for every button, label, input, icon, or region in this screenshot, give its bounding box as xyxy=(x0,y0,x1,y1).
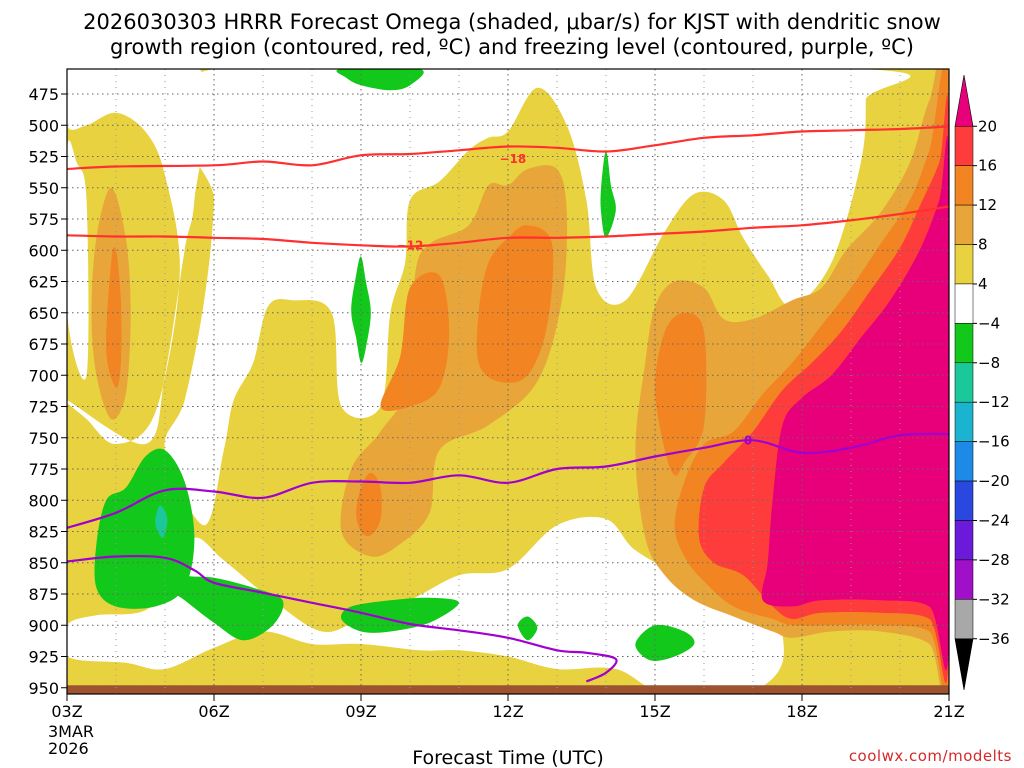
colorbar-label-12: −32 xyxy=(978,590,1010,608)
omega-shading xyxy=(67,69,949,694)
y-tick-label-875: 875 xyxy=(28,585,59,604)
colorbar-box-13 xyxy=(954,599,974,639)
y-tick-label-900: 900 xyxy=(28,616,59,635)
colorbar-box-1 xyxy=(954,126,974,166)
omega-region--4-19 xyxy=(162,562,284,641)
y-tick-label-775: 775 xyxy=(28,460,59,479)
omega-region-12-10 xyxy=(476,225,554,383)
y-tick-label-475: 475 xyxy=(28,85,59,104)
colorbar-box-8 xyxy=(954,401,974,442)
y-tick-label-700: 700 xyxy=(28,366,59,385)
y-tick-label-725: 725 xyxy=(28,398,59,417)
colorbar-label-9: −20 xyxy=(978,472,1010,490)
omega-region-12-8 xyxy=(106,247,122,389)
omega-region--4-1 xyxy=(67,140,89,380)
x-tick-label-18Z: 18Z xyxy=(786,702,817,721)
omega-region--4-3 xyxy=(164,69,911,526)
colorbar-label-2: 12 xyxy=(978,196,997,214)
colorbar-box-7 xyxy=(954,362,974,403)
pressure-axis: 475 500 525 550 575 600 625 650 675 700 725 750 775 8… xyxy=(28,85,67,698)
colorbar-label-1: 16 xyxy=(978,157,997,175)
y-tick-label-950: 950 xyxy=(28,679,59,698)
site-credit: coolwx.com/modelts xyxy=(849,747,1012,765)
omega-region--4-25 xyxy=(336,69,424,91)
colorbar-box-12 xyxy=(954,559,974,600)
y-tick-label-500: 500 xyxy=(28,116,59,135)
y-tick-label-800: 800 xyxy=(28,491,59,510)
colorbar-box-3 xyxy=(954,204,974,245)
y-tick-label-850: 850 xyxy=(28,554,59,573)
y-tick-label-825: 825 xyxy=(28,523,59,542)
omega-colorbar: 20 16 12 8 4 −4 −8 −12 −16 −20 −24 −28 −32 −36 xyxy=(954,74,1010,691)
colorbar-label-4: 4 xyxy=(978,275,988,293)
y-tick-label-650: 650 xyxy=(28,304,59,323)
y-tick-label-525: 525 xyxy=(28,148,59,167)
y-tick-label-575: 575 xyxy=(28,210,59,229)
omega-region--8-18 xyxy=(155,505,168,538)
date-label-year: 2026 xyxy=(48,739,89,758)
colorbar-bottom-arrow xyxy=(954,638,974,691)
contour-0 xyxy=(67,432,949,529)
contour-label--12: −12 xyxy=(397,238,424,252)
date-label-month: 3MAR xyxy=(48,722,94,741)
omega-region-12-12 xyxy=(655,312,707,476)
omega-region-16-15 xyxy=(703,512,719,551)
x-tick-label-09Z: 09Z xyxy=(345,702,376,721)
x-tick-label-12Z: 12Z xyxy=(492,702,523,721)
x-tick-label-06Z: 06Z xyxy=(198,702,229,721)
colorbar-label-8: −16 xyxy=(978,433,1010,451)
omega-region--4-23 xyxy=(517,616,538,641)
y-tick-label-675: 675 xyxy=(28,335,59,354)
y-tick-label-925: 925 xyxy=(28,648,59,667)
x-tick-label-21Z: 21Z xyxy=(933,702,964,721)
colorbar-label-10: −24 xyxy=(978,511,1010,529)
contour-label-0: 0 xyxy=(744,433,752,447)
x-axis-label: Forecast Time (UTC) xyxy=(412,747,603,768)
chart-title-line-2: growth region (contoured, red, ºC) and f… xyxy=(110,35,914,59)
colorbar-label-11: −28 xyxy=(978,551,1010,569)
y-tick-label-750: 750 xyxy=(28,429,59,448)
temperature-contours: −18 −12 0 xyxy=(67,125,949,683)
grid-lines xyxy=(67,69,949,694)
colorbar-box-5 xyxy=(954,283,974,324)
contour--18 xyxy=(67,125,949,171)
colorbar-label-7: −12 xyxy=(978,393,1010,411)
time-axis: 03Z 06Z 09Z 12Z 15Z 18Z 21Z xyxy=(51,694,965,721)
colorbar-top-arrow xyxy=(954,74,974,127)
colorbar-label-0: 20 xyxy=(978,117,997,135)
colorbar-label-3: 8 xyxy=(978,236,988,254)
x-tick-label-15Z: 15Z xyxy=(639,702,670,721)
omega-region-20-16 xyxy=(761,135,949,671)
colorbar-box-6 xyxy=(954,323,974,364)
contour-label--18: −18 xyxy=(500,152,527,166)
contour-0-low xyxy=(67,554,618,683)
colorbar-box-10 xyxy=(954,480,974,521)
colorbar-label-13: −36 xyxy=(978,630,1010,648)
contour--12 xyxy=(67,205,949,248)
omega-region--4-22 xyxy=(600,150,616,238)
y-tick-label-600: 600 xyxy=(28,241,59,260)
omega-region--4-20 xyxy=(341,597,459,633)
omega-region-12-11 xyxy=(356,472,382,537)
x-tick-label-03Z: 03Z xyxy=(51,702,82,721)
omega-region--4-24 xyxy=(635,624,695,661)
omega-region-12-9 xyxy=(380,272,450,411)
y-tick-label-550: 550 xyxy=(28,179,59,198)
chart-title-line-1: 2026030303 HRRR Forecast Omega (shaded, … xyxy=(83,10,941,34)
colorbar-box-4 xyxy=(954,244,974,285)
colorbar-box-9 xyxy=(954,441,974,482)
y-tick-label-625: 625 xyxy=(28,273,59,292)
colorbar-box-11 xyxy=(954,520,974,561)
colorbar-label-5: −4 xyxy=(978,314,1000,332)
omega-region--4-2 xyxy=(67,69,208,445)
colorbar-box-2 xyxy=(954,165,974,206)
colorbar-label-6: −8 xyxy=(978,354,1000,372)
